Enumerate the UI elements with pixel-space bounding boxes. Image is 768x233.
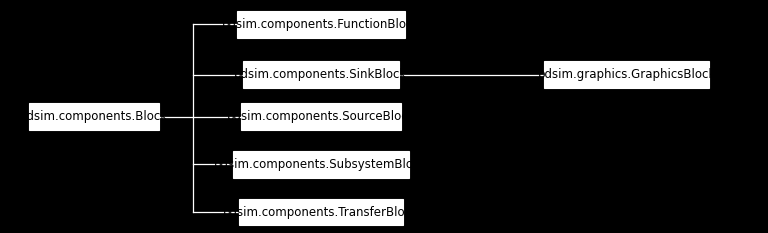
FancyBboxPatch shape (545, 61, 709, 88)
Text: bdsim.components.FunctionBlock: bdsim.components.FunctionBlock (222, 18, 420, 31)
FancyBboxPatch shape (243, 61, 399, 88)
Text: bdsim.graphics.GraphicsBlock: bdsim.graphics.GraphicsBlock (538, 68, 716, 81)
Text: bdsim.components.SubsystemBlock: bdsim.components.SubsystemBlock (214, 158, 428, 171)
Text: bdsim.components.TransferBlock: bdsim.components.TransferBlock (223, 206, 419, 219)
FancyBboxPatch shape (29, 103, 159, 130)
Text: bdsim.components.Block: bdsim.components.Block (20, 110, 168, 123)
FancyBboxPatch shape (240, 103, 401, 130)
FancyBboxPatch shape (237, 11, 405, 38)
FancyBboxPatch shape (233, 151, 409, 178)
FancyBboxPatch shape (239, 199, 403, 226)
Text: bdsim.components.SinkBlock: bdsim.components.SinkBlock (234, 68, 408, 81)
Text: bdsim.components.SourceBlock: bdsim.components.SourceBlock (227, 110, 415, 123)
